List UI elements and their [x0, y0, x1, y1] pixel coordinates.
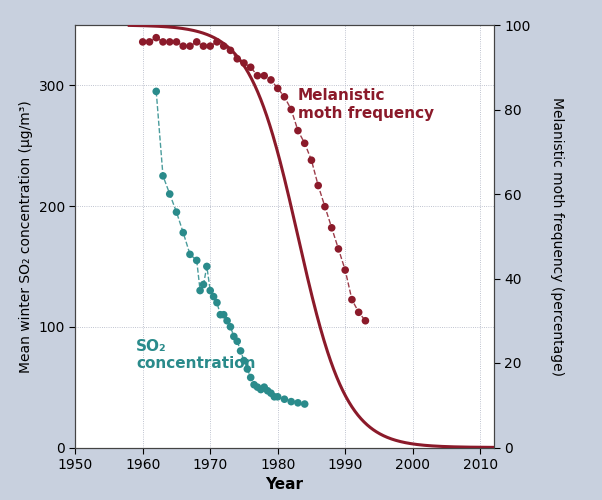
Point [144, 38, 154, 46]
Point [287, 106, 296, 114]
Point [172, 38, 181, 46]
Point [172, 208, 181, 216]
Point [262, 387, 272, 395]
Point [280, 395, 290, 403]
Point [246, 374, 255, 382]
Point [273, 393, 282, 401]
Text: Melanistic
moth frequency: Melanistic moth frequency [298, 88, 434, 121]
Point [253, 383, 262, 391]
Point [293, 399, 303, 407]
Point [280, 93, 290, 101]
Point [199, 42, 208, 50]
Point [259, 383, 269, 391]
Point [266, 76, 276, 84]
Point [354, 308, 364, 316]
Point [199, 280, 208, 288]
Point [216, 310, 225, 318]
Point [192, 256, 202, 264]
Point [185, 42, 195, 50]
Point [293, 126, 303, 134]
Point [361, 317, 370, 325]
Point [232, 55, 242, 63]
Text: SO₂
concentration: SO₂ concentration [136, 339, 255, 372]
Point [219, 310, 229, 318]
Point [205, 286, 215, 294]
Point [222, 317, 232, 325]
Point [212, 38, 222, 46]
Point [202, 262, 212, 270]
Point [152, 88, 161, 96]
Point [212, 298, 222, 306]
Point [259, 72, 269, 80]
Point [138, 38, 147, 46]
Point [236, 347, 246, 355]
Point [209, 292, 219, 300]
Point [320, 202, 330, 210]
X-axis label: Year: Year [265, 478, 303, 492]
Point [152, 34, 161, 42]
Y-axis label: Mean winter SO₂ concentration (μg/m³): Mean winter SO₂ concentration (μg/m³) [19, 100, 33, 372]
Point [205, 42, 215, 50]
Point [232, 338, 242, 345]
Point [195, 286, 205, 294]
Point [306, 156, 316, 164]
Point [239, 59, 249, 67]
Point [340, 266, 350, 274]
Point [300, 400, 309, 408]
Point [192, 38, 202, 46]
Point [327, 224, 337, 232]
Point [246, 64, 255, 72]
Point [239, 356, 249, 364]
Point [347, 296, 357, 304]
Point [300, 140, 309, 147]
Point [219, 42, 229, 50]
Point [256, 386, 265, 394]
Point [243, 365, 252, 373]
Point [165, 190, 175, 198]
Point [270, 393, 279, 401]
Point [158, 172, 168, 180]
Point [178, 228, 188, 236]
Point [158, 38, 168, 46]
Point [249, 380, 259, 388]
Point [185, 250, 195, 258]
Point [178, 42, 188, 50]
Point [266, 389, 276, 397]
Point [229, 332, 238, 340]
Point [253, 72, 262, 80]
Point [226, 46, 235, 54]
Point [287, 398, 296, 406]
Point [273, 84, 282, 92]
Y-axis label: Melanistic moth frequency (percentage): Melanistic moth frequency (percentage) [550, 97, 564, 376]
Point [334, 245, 343, 253]
Point [226, 323, 235, 331]
Point [165, 38, 175, 46]
Point [314, 182, 323, 190]
